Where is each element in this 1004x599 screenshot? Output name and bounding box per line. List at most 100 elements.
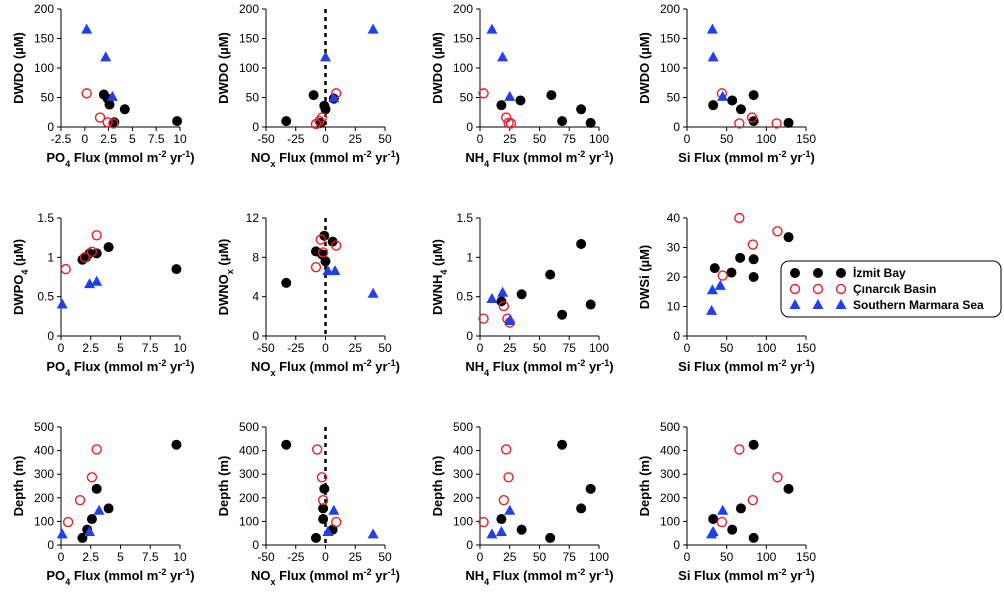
data-point: [104, 99, 115, 110]
series-1: [716, 444, 783, 528]
data-point: [331, 240, 342, 251]
data-point: [772, 472, 783, 483]
data-point: [500, 112, 512, 123]
data-point: [103, 503, 114, 514]
x-tick-label: 2.5: [100, 132, 117, 146]
legend-marker: [790, 268, 800, 278]
panel-nox-dwnox: -50 -25 0 25 50 0 4 8 12 NOx Flux (mmol m-2 yr-1)…: [216, 211, 400, 378]
y-tick-label: 20: [667, 270, 681, 284]
y-tick-label: 400: [239, 444, 259, 458]
data-point: [516, 289, 527, 300]
data-point: [84, 526, 96, 537]
y-tick-label: 500: [453, 420, 473, 434]
data-point: [91, 483, 102, 494]
x-tick-label: 0: [58, 550, 65, 564]
y-tick-label: 50: [246, 91, 260, 105]
y-tick-label: 150: [660, 32, 680, 46]
data-point: [747, 239, 759, 250]
data-point: [585, 117, 596, 128]
x-tick-label: 25: [349, 341, 363, 355]
x-axis-label: NH4 Flux (mmol m-2 yr-1): [465, 358, 613, 378]
y-tick-label: 150: [453, 32, 473, 46]
y-tick-label: 300: [34, 467, 54, 481]
series-0: [709, 232, 794, 282]
x-tick-label: 50: [533, 550, 547, 564]
x-tick-label: 25: [503, 341, 517, 355]
data-point: [315, 234, 326, 245]
x-tick-label: 50: [720, 132, 734, 146]
series-1: [62, 444, 102, 528]
x-tick-label: 50: [720, 550, 734, 564]
x-tick-label: 10: [173, 132, 187, 146]
series-0: [281, 90, 339, 128]
x-tick-label: -50: [257, 550, 275, 564]
data-point: [747, 494, 759, 506]
legend-entry: Southern Marmara Sea: [789, 298, 984, 312]
series-2: [56, 504, 105, 539]
data-point: [94, 112, 106, 123]
series-0: [77, 439, 182, 543]
x-tick-label: 50: [378, 550, 392, 564]
y-tick-label: 100: [453, 61, 473, 75]
data-point: [367, 23, 379, 34]
data-point: [367, 287, 379, 298]
y-tick-label: 300: [453, 467, 473, 481]
data-point: [734, 212, 745, 224]
legend: İzmit Bay Çınarcık Basin Southern Marmara …: [780, 260, 1002, 318]
data-point: [709, 263, 720, 274]
data-point: [331, 516, 342, 528]
data-point: [771, 118, 782, 129]
series-1: [81, 88, 119, 129]
data-point: [486, 293, 498, 304]
data-point: [486, 528, 498, 539]
x-tick-label: 100: [756, 132, 776, 146]
x-axis-label: NH4 Flux (mmol m-2 yr-1): [465, 567, 613, 587]
panel-nh4-dwdo: 0 25 50 75 100 0 50 100 150 200 NH4 Flux (mmol m-2…: [430, 2, 614, 169]
y-tick-label: 0: [466, 329, 473, 343]
y-tick-label: 1.5: [37, 211, 54, 225]
y-tick-label: 100: [239, 61, 259, 75]
data-point: [717, 90, 729, 101]
x-axis-label: NOx Flux (mmol m-2 yr-1): [251, 567, 400, 587]
data-point: [320, 104, 331, 115]
x-tick-label: 25: [503, 132, 517, 146]
y-tick-label: 10: [667, 300, 681, 314]
data-point: [317, 494, 329, 506]
data-point: [706, 304, 718, 315]
data-point: [328, 92, 340, 103]
y-tick-label: 100: [34, 514, 54, 528]
y-axis-label: DWPO4 (µM): [11, 239, 30, 315]
data-point: [478, 88, 489, 99]
data-point: [735, 503, 746, 514]
data-point: [478, 516, 489, 528]
data-point: [748, 254, 759, 265]
x-tick-label: 25: [349, 132, 363, 146]
x-tick-label: 100: [589, 341, 609, 355]
series-2: [706, 279, 726, 315]
y-tick-label: 100: [660, 514, 680, 528]
x-tick-label: 100: [589, 550, 609, 564]
data-point: [91, 444, 102, 455]
y-tick-label: 0.5: [456, 290, 473, 304]
data-point: [310, 261, 322, 273]
data-point: [172, 116, 183, 127]
y-tick-label: 200: [660, 491, 680, 505]
data-point: [748, 90, 759, 101]
x-axis-label: PO4 Flux (mmol m-2 yr-1): [46, 358, 194, 378]
y-tick-label: 200: [34, 2, 54, 16]
data-point: [171, 264, 182, 275]
data-point: [714, 279, 726, 290]
y-tick-label: 0: [47, 120, 54, 134]
series-1: [478, 444, 514, 528]
data-point: [576, 104, 587, 115]
x-tick-label: 50: [378, 341, 392, 355]
data-point: [707, 526, 719, 537]
x-tick-label: 50: [378, 132, 392, 146]
series-1: [478, 88, 517, 129]
y-tick-label: 500: [239, 420, 259, 434]
data-point: [320, 51, 331, 62]
data-point: [311, 444, 323, 455]
